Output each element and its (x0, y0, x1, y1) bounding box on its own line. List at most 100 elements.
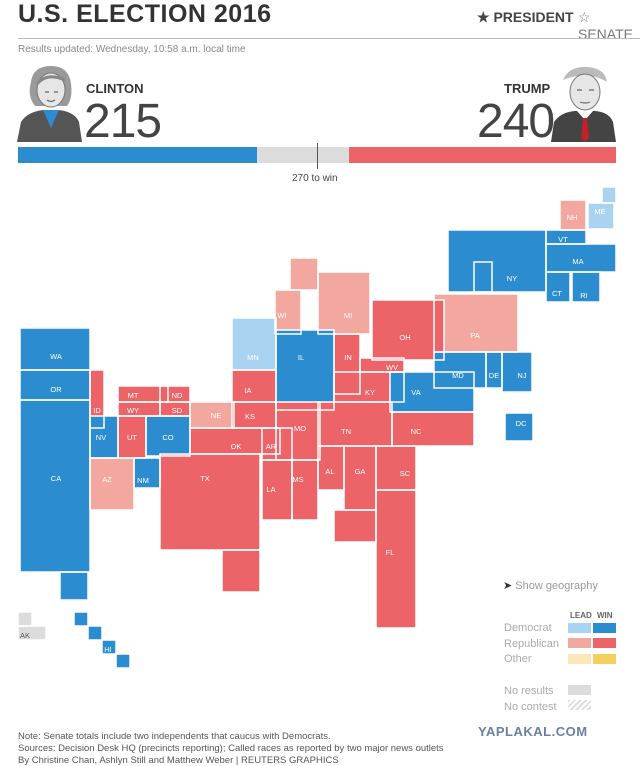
state-mn[interactable] (232, 318, 276, 370)
state-label-in: IN (344, 353, 352, 362)
updated-timestamp: Results updated: Wednesday, 10:58 a.m. l… (18, 44, 246, 55)
state-border-hi (87, 625, 103, 641)
undecided-votes-bar (256, 147, 350, 163)
state-ne[interactable] (190, 402, 234, 428)
state-co[interactable] (146, 416, 190, 456)
state-label-nd: ND (172, 391, 183, 400)
state-label-az: AZ (102, 475, 112, 484)
state-id[interactable] (90, 370, 104, 428)
show-geography-label: Show geography (515, 580, 598, 592)
state-label-wi: WI (277, 311, 286, 320)
state-nc[interactable] (392, 412, 474, 446)
state-label-il: IL (298, 353, 304, 362)
state-sd[interactable] (160, 402, 190, 416)
state-ca-part[interactable] (60, 572, 88, 600)
state-hi[interactable] (74, 612, 88, 626)
state-de[interactable] (486, 352, 502, 388)
state-label-nv: NV (96, 433, 106, 442)
state-az[interactable] (90, 458, 134, 510)
state-border-hi (101, 639, 117, 655)
header-divider (18, 38, 640, 39)
state-la[interactable] (262, 460, 292, 520)
legend-democratic: Democrat (504, 622, 552, 634)
state-label-nm: NM (137, 476, 149, 485)
other-lead-swatch (568, 654, 591, 664)
clinton-votes-bar (18, 147, 257, 163)
state-wi[interactable] (275, 290, 301, 334)
state-mi[interactable] (318, 272, 370, 334)
state-ma[interactable] (546, 244, 616, 272)
state-il[interactable] (276, 330, 334, 410)
state-border-me (601, 186, 617, 204)
state-al[interactable] (318, 446, 344, 490)
state-ny-part[interactable] (474, 262, 492, 292)
tab-president-label: PRESIDENT (493, 9, 574, 25)
state-sc[interactable] (376, 446, 416, 490)
page-title: U.S. ELECTION 2016 (18, 0, 272, 28)
state-oh[interactable] (372, 300, 444, 360)
state-nj[interactable] (502, 352, 532, 392)
state-label-la: LA (266, 485, 275, 494)
state-label-pa: PA (470, 331, 479, 340)
state-nm[interactable] (134, 458, 160, 488)
state-border-hi (73, 611, 89, 627)
state-ri[interactable] (572, 272, 600, 302)
state-label-nh: NH (567, 213, 578, 222)
state-dc[interactable] (505, 413, 533, 441)
state-vt[interactable] (546, 230, 586, 244)
state-ms[interactable] (292, 460, 318, 520)
state-label-ar: AR (266, 442, 277, 451)
clinton-portrait (17, 66, 82, 142)
state-pa[interactable] (434, 294, 518, 352)
state-label-dc: DC (516, 419, 527, 428)
state-hi-part[interactable] (88, 626, 102, 640)
state-or[interactable] (20, 370, 90, 400)
state-label-sd: SD (172, 406, 183, 415)
state-border-me (587, 202, 615, 230)
state-me-part[interactable] (602, 187, 616, 203)
state-ct[interactable] (546, 272, 570, 302)
state-label-ks: KS (245, 412, 255, 421)
state-wv[interactable] (360, 358, 404, 372)
state-border-id (89, 369, 105, 429)
state-label-mo: MO (294, 424, 306, 433)
state-ak[interactable] (18, 612, 32, 626)
state-ga[interactable] (344, 446, 376, 510)
state-tx-part[interactable] (222, 550, 260, 592)
state-label-mi: MI (344, 311, 352, 320)
state-nh[interactable] (560, 200, 586, 230)
to-win-marker (317, 143, 318, 169)
star-outline-icon: ☆ (578, 9, 591, 25)
state-hi-part[interactable] (116, 654, 130, 668)
show-geography-toggle[interactable]: ➤ Show geography (503, 579, 598, 592)
state-ut[interactable] (118, 416, 146, 458)
state-wi-part[interactable] (290, 258, 318, 290)
state-fl-part[interactable] (376, 490, 416, 628)
clinton-name: CLINTON (86, 81, 144, 96)
clinton-votes: 215 (84, 95, 162, 148)
state-wy[interactable] (118, 402, 160, 416)
state-hi-part[interactable] (102, 640, 116, 654)
state-ca[interactable] (20, 400, 90, 572)
state-ia[interactable] (232, 370, 276, 402)
state-fl[interactable] (334, 510, 376, 542)
state-tn[interactable] (318, 402, 392, 446)
state-label-wy: WY (127, 406, 139, 415)
state-border-ny (447, 229, 547, 293)
state-wa[interactable] (20, 328, 90, 370)
state-ny[interactable] (448, 230, 546, 292)
tab-president[interactable]: ★ PRESIDENT (477, 9, 574, 26)
state-ks[interactable] (232, 402, 276, 428)
state-border-ny (473, 261, 493, 293)
state-label-ky: KY (365, 388, 375, 397)
state-border-nj (501, 351, 533, 393)
state-tx[interactable] (160, 454, 260, 550)
star-filled-icon: ★ (477, 9, 490, 25)
cursor-arrow-icon: ➤ (503, 580, 513, 592)
footer-sources: Sources: Decision Desk HQ (precincts rep… (18, 743, 444, 754)
state-mt[interactable] (118, 386, 168, 402)
state-label-mt: MT (128, 391, 139, 400)
state-ak-part[interactable] (18, 626, 46, 640)
state-me[interactable] (588, 203, 614, 229)
